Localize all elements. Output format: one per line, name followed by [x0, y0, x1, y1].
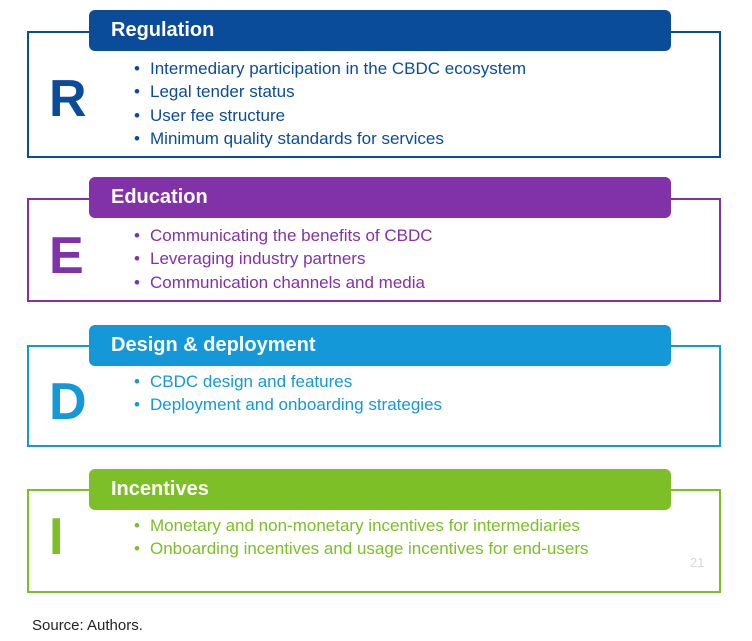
- regulation-list: Intermediary participation in the CBDC e…: [134, 57, 526, 150]
- list-item: User fee structure: [134, 104, 526, 127]
- regulation-letter: R: [49, 70, 87, 128]
- list-item: Communicating the benefits of CBDC: [134, 224, 433, 247]
- page-number: 21: [690, 555, 705, 570]
- list-item: Communication channels and media: [134, 271, 433, 294]
- education-letter: E: [49, 227, 84, 285]
- incentives-letter: I: [49, 508, 64, 566]
- list-item: CBDC design and features: [134, 370, 442, 393]
- regulation-header: Regulation: [89, 10, 671, 51]
- list-item: Minimum quality standards for services: [134, 127, 526, 150]
- list-item: Onboarding incentives and usage incentiv…: [134, 537, 589, 560]
- design-list: CBDC design and features Deployment and …: [134, 370, 442, 417]
- list-item: Intermediary participation in the CBDC e…: [134, 57, 526, 80]
- education-header: Education: [89, 177, 671, 218]
- list-item: Leveraging industry partners: [134, 247, 433, 270]
- list-item: Deployment and onboarding strategies: [134, 393, 442, 416]
- list-item: Monetary and non-monetary incentives for…: [134, 514, 589, 537]
- incentives-header: Incentives: [89, 469, 671, 510]
- source-note: Source: Authors.: [32, 617, 143, 634]
- list-item: Legal tender status: [134, 80, 526, 103]
- education-list: Communicating the benefits of CBDC Lever…: [134, 224, 433, 294]
- design-header: Design & deployment: [89, 325, 671, 366]
- incentives-list: Monetary and non-monetary incentives for…: [134, 514, 589, 561]
- design-letter: D: [49, 373, 87, 431]
